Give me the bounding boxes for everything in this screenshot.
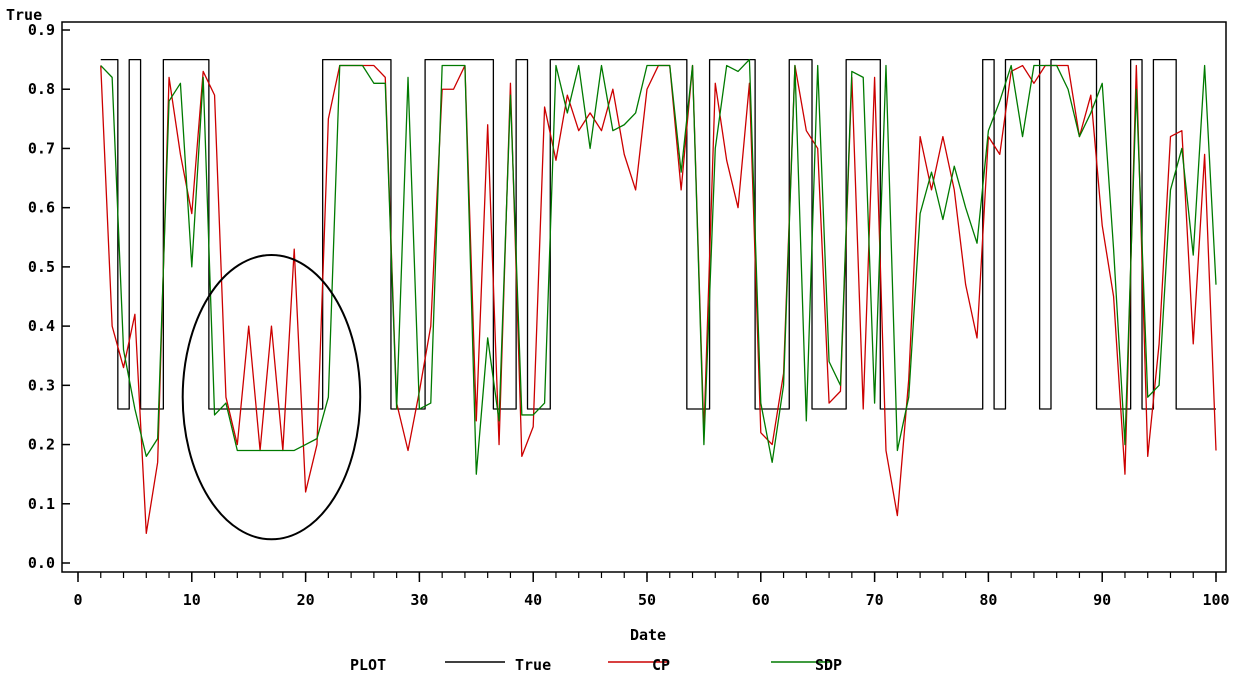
y-tick-label: 0.9 [28, 21, 55, 39]
y-tick-label: 0.4 [28, 317, 55, 335]
x-axis-title: Date [630, 626, 666, 644]
series-line-true [100, 58, 1216, 410]
x-tick-label: 90 [1093, 591, 1111, 609]
series-line-sdp [100, 58, 1217, 475]
legend-label-true: True [515, 656, 551, 674]
legend-title: PLOT [350, 656, 386, 674]
plot-frame [61, 21, 1227, 573]
y-tick-label: 0.7 [28, 139, 55, 157]
x-tick-label: 30 [410, 591, 428, 609]
annotation-layer [181, 254, 362, 541]
legend-label-cp: CP [652, 656, 670, 674]
x-tick-label: 0 [73, 591, 82, 609]
x-axis: 0 10 20 30 40 50 60 70 80 90 100 [73, 572, 1230, 609]
y-tick-label: 0.5 [28, 258, 55, 276]
series-layer [100, 58, 1217, 535]
y-tick-label: 0.0 [28, 554, 55, 572]
y-tick-label: 0.1 [28, 495, 55, 513]
y-tick-label: 0.3 [28, 376, 55, 394]
x-tick-label: 80 [979, 591, 997, 609]
legend-label-sdp: SDP [815, 656, 842, 674]
y-axis: 0.0 0.1 0.2 0.3 0.4 0.5 0.6 0.7 0.8 0.9 [28, 21, 70, 572]
x-tick-label: 20 [297, 591, 315, 609]
highlight-circle [181, 254, 362, 541]
y-tick-label: 0.8 [28, 80, 55, 98]
y-tick-label: 0.2 [28, 436, 55, 454]
series-line-cp [100, 64, 1217, 535]
x-tick-label: 100 [1202, 591, 1229, 609]
x-tick-label: 60 [752, 591, 770, 609]
x-tick-label: 40 [524, 591, 542, 609]
x-tick-label: 10 [183, 591, 201, 609]
legend: PLOT True CP SDP [350, 656, 842, 674]
y-tick-label: 0.6 [28, 199, 55, 217]
y-axis-title: True [6, 6, 42, 24]
x-tick-label: 70 [866, 591, 884, 609]
x-tick-label: 50 [638, 591, 656, 609]
